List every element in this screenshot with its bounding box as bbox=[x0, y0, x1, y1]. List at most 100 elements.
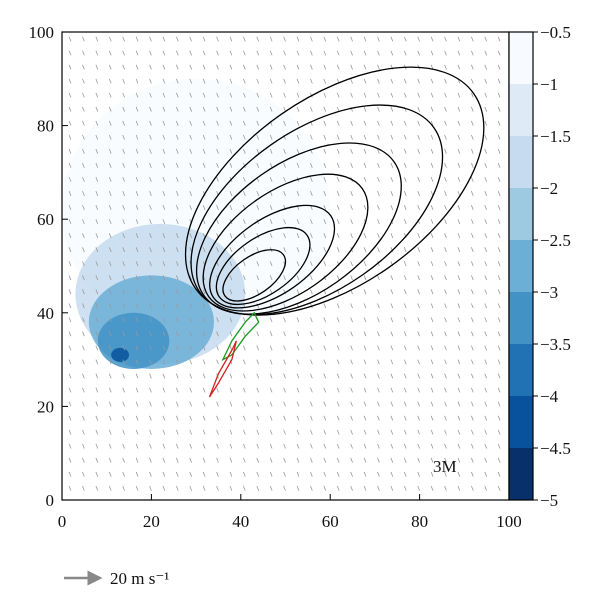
vector-arrow bbox=[484, 247, 488, 253]
vector-arrow bbox=[122, 401, 125, 407]
vector-arrow bbox=[243, 485, 246, 491]
vector-arrow bbox=[350, 331, 353, 337]
vector-arrow bbox=[95, 345, 99, 351]
vector-arrow bbox=[296, 92, 300, 98]
vector-arrow bbox=[135, 373, 139, 379]
vector-arrow bbox=[430, 219, 434, 225]
vector-arrow bbox=[216, 457, 219, 463]
vector-arrow bbox=[390, 233, 394, 239]
vector-arrow bbox=[296, 401, 300, 407]
vector-arrow bbox=[390, 303, 394, 309]
vector-arrow bbox=[122, 191, 125, 196]
vector-arrow bbox=[310, 219, 313, 225]
vector-arrow bbox=[108, 36, 112, 42]
vector-arrow bbox=[310, 373, 313, 379]
vector-arrow bbox=[122, 289, 125, 295]
vector-arrow bbox=[269, 373, 273, 379]
vector-arrow bbox=[162, 401, 166, 407]
vector-arrow bbox=[216, 331, 219, 337]
vector-arrow bbox=[175, 205, 179, 210]
vector-arrow bbox=[377, 106, 380, 112]
vector-arrow bbox=[430, 373, 434, 379]
vector-arrow bbox=[377, 345, 380, 351]
vector-arrow bbox=[95, 120, 99, 126]
vector-arrow bbox=[229, 106, 233, 112]
y-tick-label: 0 bbox=[46, 491, 55, 510]
vector-arrow bbox=[497, 373, 501, 379]
vector-arrow bbox=[457, 247, 461, 253]
vector-arrow bbox=[108, 247, 112, 253]
vector-arrow bbox=[216, 120, 219, 126]
vector-arrow bbox=[189, 373, 193, 379]
vector-arrow bbox=[68, 106, 72, 112]
vector-arrow bbox=[162, 120, 166, 126]
vector-arrow bbox=[296, 345, 300, 351]
vector-arrow bbox=[256, 191, 260, 196]
vector-arrow bbox=[95, 457, 99, 463]
vector-arrow bbox=[444, 401, 447, 407]
vector-arrow bbox=[269, 162, 273, 168]
vector-arrow bbox=[390, 401, 394, 407]
vector-arrow bbox=[403, 162, 407, 168]
vector-arrow bbox=[269, 134, 273, 140]
black-contour-2 bbox=[209, 204, 336, 309]
vector-arrow bbox=[216, 50, 219, 56]
vector-arrow bbox=[108, 261, 112, 267]
vector-arrow bbox=[216, 106, 219, 112]
vector-arrow bbox=[175, 317, 179, 323]
vector-arrow bbox=[310, 443, 313, 449]
vector-arrow bbox=[363, 176, 367, 182]
vector-arrow bbox=[108, 485, 112, 491]
vector-arrow bbox=[269, 106, 273, 112]
vector-arrow bbox=[108, 457, 112, 463]
vector-arrow bbox=[457, 471, 461, 477]
vector-arrow bbox=[471, 457, 474, 463]
vector-arrow bbox=[175, 457, 179, 463]
vector-arrow bbox=[108, 148, 112, 154]
vector-arrow bbox=[350, 191, 353, 196]
vector-arrow bbox=[497, 36, 501, 42]
vector-arrow bbox=[189, 92, 193, 98]
vector-arrow bbox=[457, 401, 461, 407]
vector-arrow bbox=[216, 443, 219, 449]
vector-arrow bbox=[149, 78, 152, 84]
vector-arrow bbox=[323, 134, 327, 140]
vector-arrow bbox=[108, 303, 112, 309]
vector-arrow bbox=[269, 345, 273, 351]
vector-arrow bbox=[444, 176, 447, 182]
colorbar-segment bbox=[509, 84, 533, 136]
red-contour bbox=[208, 340, 237, 398]
vector-arrow bbox=[202, 205, 206, 210]
vector-arrow bbox=[430, 289, 434, 295]
vector-arrow bbox=[497, 64, 501, 70]
vector-arrow bbox=[296, 233, 300, 239]
vector-arrow bbox=[95, 106, 99, 112]
vector-arrow bbox=[82, 120, 85, 126]
vector-arrow bbox=[283, 36, 286, 42]
vector-arrow bbox=[457, 134, 461, 140]
vector-arrow bbox=[95, 50, 99, 56]
vector-arrow bbox=[377, 373, 380, 379]
vector-arrow bbox=[363, 485, 367, 491]
vector-arrow bbox=[122, 443, 125, 449]
y-tick-label: 20 bbox=[37, 397, 54, 416]
vector-arrow bbox=[484, 36, 488, 42]
vector-arrow bbox=[323, 78, 327, 84]
vector-arrow bbox=[457, 415, 461, 421]
vector-arrow bbox=[417, 485, 420, 491]
vector-arrow bbox=[377, 162, 380, 168]
vector-arrow bbox=[269, 303, 273, 309]
vector-arrow bbox=[122, 303, 125, 309]
vector-arrow bbox=[457, 373, 461, 379]
vector-arrow bbox=[377, 331, 380, 337]
vector-arrow bbox=[363, 78, 367, 84]
vector-arrow bbox=[256, 162, 260, 168]
vector-arrow bbox=[82, 275, 85, 281]
vector-arrow bbox=[283, 64, 286, 70]
vector-arrow bbox=[444, 303, 447, 309]
vector-arrow bbox=[216, 36, 219, 42]
vector-arrow bbox=[229, 64, 233, 70]
vector-arrow bbox=[95, 275, 99, 281]
vector-arrow bbox=[390, 134, 394, 140]
vector-arrow bbox=[484, 162, 488, 168]
